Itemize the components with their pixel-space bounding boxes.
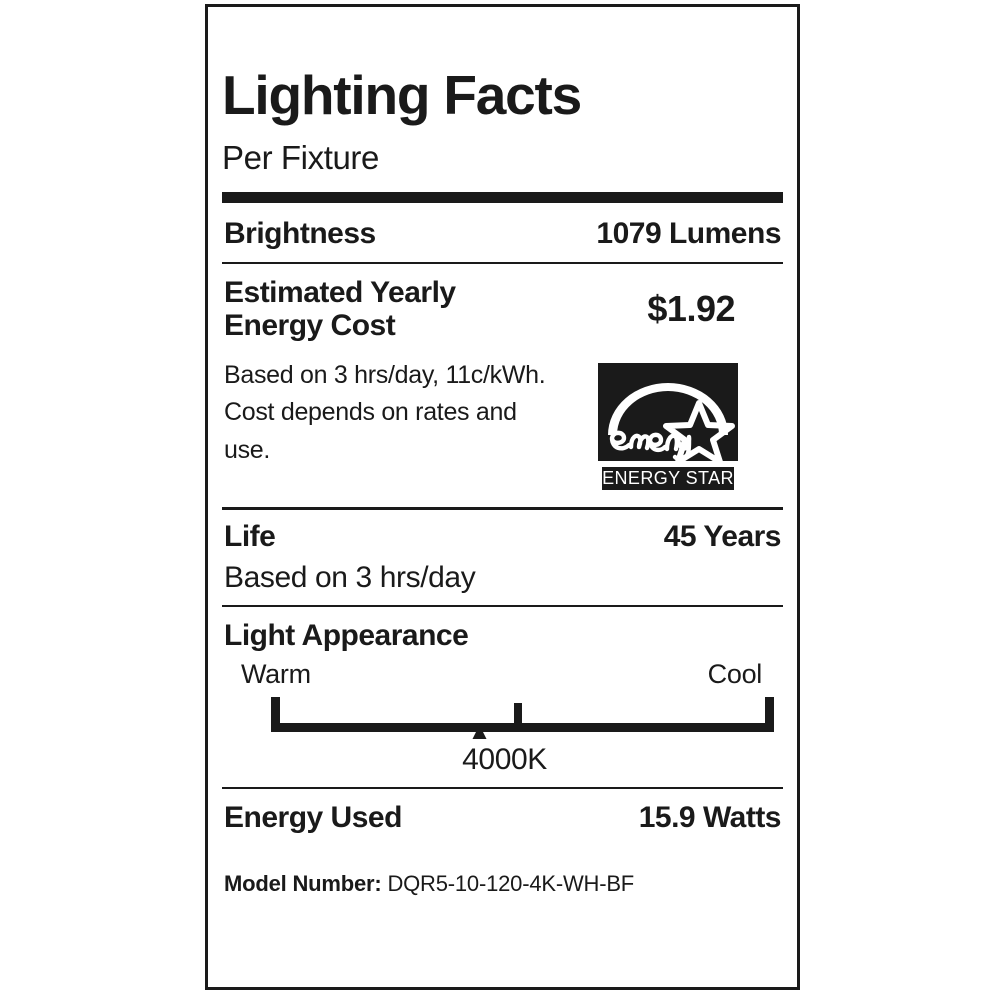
scale-warm-label: Warm	[241, 659, 311, 690]
model-number-value: DQR5-10-120-4K-WH-BF	[387, 870, 635, 896]
label-subtitle: Per Fixture	[222, 139, 379, 176]
life-divider-top	[222, 506, 783, 510]
energy-cost-row: Estimated Yearly Energy Cost $1.92	[222, 264, 783, 343]
light-appearance-divider-top	[222, 605, 783, 608]
life-label: Life	[224, 519, 276, 553]
energy-used-row: Energy Used 15.9 Watts	[222, 789, 783, 847]
brightness-row: Brightness 1079 Lumens	[222, 203, 783, 262]
light-appearance-value: 4000K	[462, 743, 547, 777]
energy-cost-detail: Based on 3 hrs/day, 11c/kWh. Cost depend…	[222, 343, 783, 507]
energy-star-logo: ENERGY STAR	[598, 362, 738, 490]
energy-cost-label-line1: Estimated Yearly	[224, 275, 456, 309]
scale-cool-label: Cool	[707, 659, 763, 690]
energy-used-value: 15.9 Watts	[638, 801, 782, 835]
lighting-facts-label: Lighting Facts Per Fixture Brightness 10…	[205, 4, 800, 990]
model-number-row: Model Number: DQR5-10-120-4K-WH-BF	[222, 849, 783, 897]
page-title: Lighting Facts	[222, 64, 582, 126]
label-inner: Lighting Facts Per Fixture Brightness 10…	[208, 7, 797, 987]
energy-used-divider-top	[222, 787, 783, 790]
energy-cost-value: $1.92	[647, 288, 735, 330]
scale-graphic	[271, 697, 774, 740]
light-appearance-scale: Warm Cool 4000K	[222, 659, 783, 787]
energy-used-label: Energy Used	[224, 801, 402, 835]
light-appearance-title: Light Appearance	[224, 619, 469, 653]
svg-text:ENERGY STAR: ENERGY STAR	[602, 468, 734, 488]
energy-cost-note: Based on 3 hrs/day, 11c/kWh. Cost depend…	[224, 360, 546, 464]
model-number-label: Model Number:	[224, 870, 382, 896]
life-row: Life 45 Years	[222, 510, 783, 556]
brightness-value: 1079 Lumens	[596, 217, 781, 250]
brightness-divider	[222, 261, 783, 264]
life-value: 45 Years	[663, 519, 782, 553]
brightness-label: Brightness	[224, 217, 376, 250]
life-note: Based on 3 hrs/day	[224, 561, 476, 595]
energy-cost-label-line2: Energy Cost	[224, 309, 396, 343]
energy-cost-label: Estimated Yearly Energy Cost	[224, 276, 524, 343]
header-divider	[222, 192, 783, 203]
